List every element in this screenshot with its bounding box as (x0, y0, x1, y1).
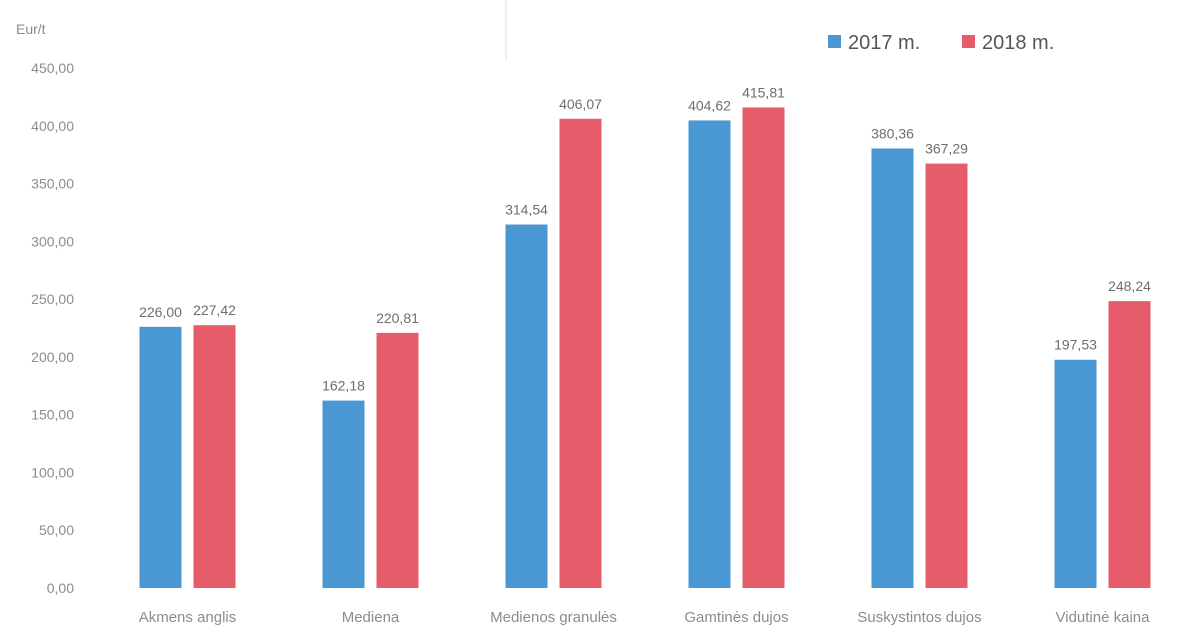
y-tick-label: 200,00 (31, 349, 74, 365)
legend-swatch (962, 35, 975, 48)
bar-2018 (376, 332, 419, 588)
bar-2017 (139, 326, 182, 588)
y-tick-label: 50,00 (39, 522, 74, 538)
x-tick-label: Vidutinė kaina (1056, 609, 1151, 626)
legend: 2017 m. 2018 m. (828, 32, 1054, 54)
y-tick-label: 300,00 (31, 233, 74, 249)
legend-label: 2017 m. (848, 32, 920, 54)
y-tick-label: 400,00 (31, 118, 74, 134)
data-label: 406,07 (559, 96, 602, 112)
bar-2017 (1054, 359, 1097, 588)
data-label: 415,81 (742, 85, 785, 101)
data-label: 162,18 (322, 378, 365, 394)
bar-2017 (322, 400, 365, 588)
data-label: 227,42 (193, 302, 236, 318)
data-label: 314,54 (505, 202, 548, 218)
bar-2018 (193, 325, 236, 588)
bar-2018 (559, 118, 602, 589)
y-axis-label: Eur/t (16, 21, 46, 37)
data-label: 226,00 (139, 304, 182, 320)
y-tick-label: 450,00 (31, 60, 74, 76)
bar-2018 (925, 163, 968, 589)
x-axis: Akmens anglis Mediena Medienos granulės Gam… (139, 609, 1150, 626)
x-tick-label: Medienos granulės (490, 609, 617, 626)
bars: 226,00 227,42 162,18 220,81 314,54 406,07 404,… (139, 85, 1151, 589)
data-label: 197,53 (1054, 337, 1097, 353)
x-tick-label: Suskystintos dujos (857, 609, 981, 626)
legend-label: 2018 m. (982, 32, 1054, 54)
y-tick-label: 250,00 (31, 291, 74, 307)
data-label: 380,36 (871, 125, 914, 141)
bar-2017 (871, 148, 914, 588)
y-axis: Eur/t 0,00 50,00 100,00 150,00 200,00 250,00 30… (16, 21, 74, 596)
x-tick-label: Akmens anglis (139, 609, 237, 626)
y-tick-label: 150,00 (31, 407, 74, 423)
bar-2017 (688, 120, 731, 588)
data-label: 367,29 (925, 141, 968, 157)
y-tick-label: 100,00 (31, 464, 74, 480)
bar-2018 (1108, 301, 1151, 588)
data-label: 404,62 (688, 97, 731, 113)
x-tick-label: Mediena (342, 609, 400, 626)
x-tick-label: Gamtinės dujos (684, 609, 788, 626)
data-label: 248,24 (1108, 278, 1151, 294)
bar-2017 (505, 224, 548, 588)
bar-2018 (742, 107, 785, 588)
y-tick-label: 350,00 (31, 176, 74, 192)
legend-swatch (828, 35, 841, 48)
data-label: 220,81 (376, 310, 419, 326)
y-tick-label: 0,00 (47, 580, 74, 596)
